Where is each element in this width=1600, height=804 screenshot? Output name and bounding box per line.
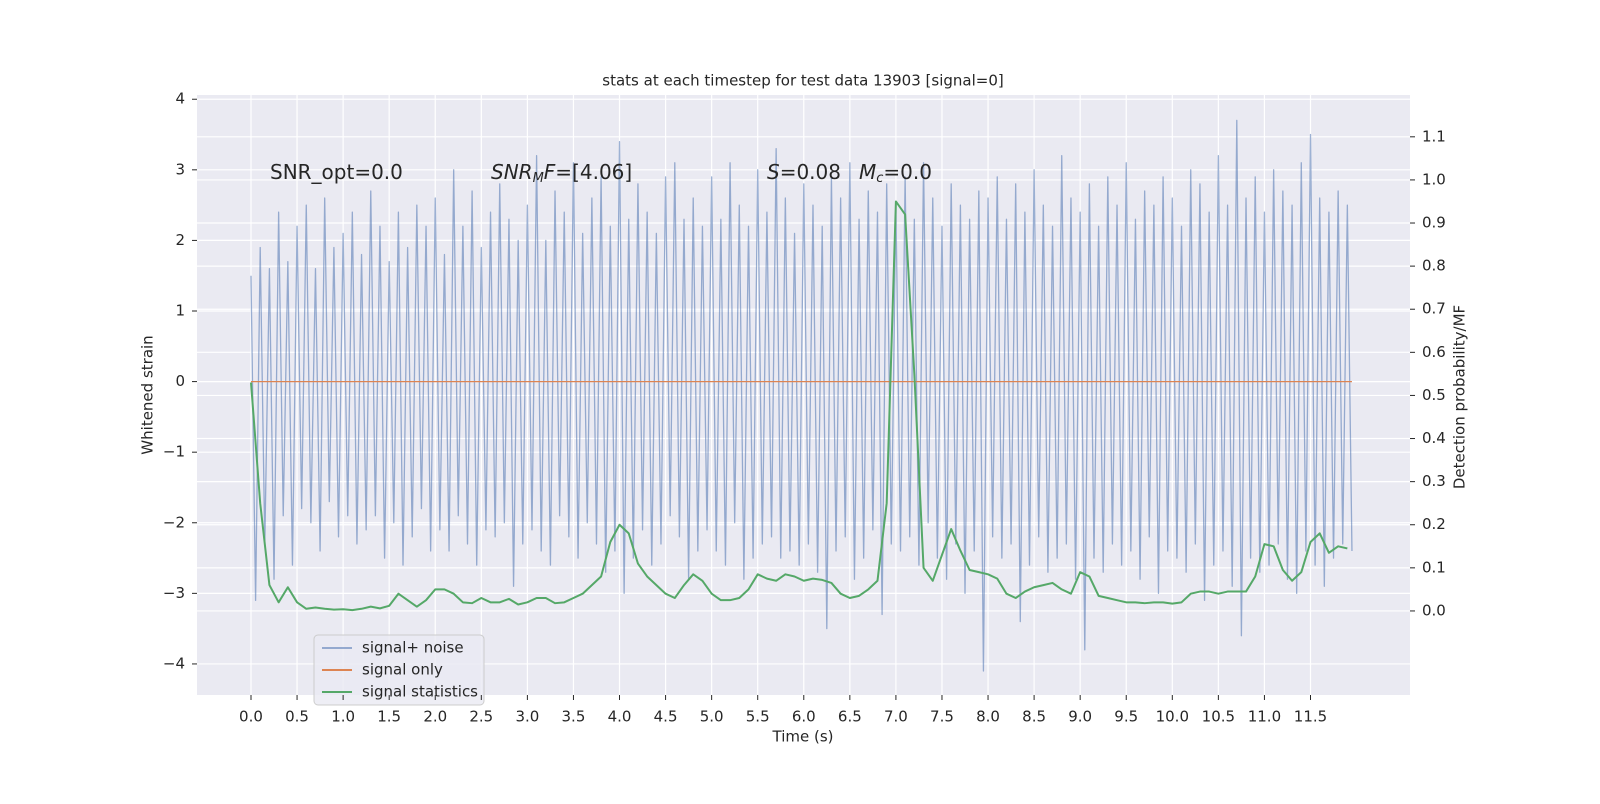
x-tick-label: 0.0: [239, 708, 263, 726]
annotation-part: S: [767, 160, 780, 184]
y2-tick-label: 0.9: [1422, 214, 1446, 232]
x-tick-label: 4.5: [654, 708, 678, 726]
x-tick-label: 9.5: [1114, 708, 1138, 726]
x-tick-label: 9.0: [1068, 708, 1092, 726]
x-tick-label: 6.0: [792, 708, 816, 726]
y2-tick-label: 1.0: [1422, 170, 1446, 188]
annotation: SNR_opt=0.0: [270, 160, 403, 184]
y2-tick-label: 0.8: [1422, 257, 1446, 275]
annotation-part: M: [859, 160, 876, 184]
legend-label: signal+ noise: [362, 639, 464, 657]
x-axis-label: Time (s): [772, 728, 834, 746]
y2-tick-label: 0.0: [1422, 601, 1446, 619]
annotation-part: SNR_opt=0.0: [270, 160, 403, 184]
annotation-part: =0.08: [780, 160, 841, 184]
x-tick-label: 8.0: [976, 708, 1000, 726]
marks: [249, 119, 1353, 672]
annotation-part: =0.0: [883, 160, 932, 184]
x-tick-label: 5.5: [746, 708, 770, 726]
x-tick-label: 7.5: [930, 708, 954, 726]
x-tick-label: 4.0: [608, 708, 632, 726]
x-tick-label: 1.5: [377, 708, 401, 726]
y-tick-label: 1: [175, 302, 185, 320]
x-tick-label: 6.5: [838, 708, 862, 726]
annotation-part: F: [544, 160, 556, 184]
y-tick-label: −3: [163, 584, 185, 602]
y-axis-label: Whitened strain: [139, 335, 157, 454]
legend-label: signal only: [362, 661, 443, 679]
annotation-part: M: [533, 171, 544, 186]
y2-tick-label: 0.7: [1422, 300, 1446, 318]
x-tick-label: 7.0: [884, 708, 908, 726]
annotation-part: =[4.06]: [555, 160, 632, 184]
x-tick-label: 8.5: [1022, 708, 1046, 726]
y-tick-label: −4: [163, 654, 185, 672]
x-tick-label: 3.0: [515, 708, 539, 726]
y2-tick-label: 0.3: [1422, 472, 1446, 490]
y-tick-label: 3: [175, 160, 185, 178]
y-tick-label: −2: [163, 513, 185, 531]
annotation-part: SNR: [491, 160, 533, 184]
legend: signal+ noise signal only signal statistic…: [313, 634, 485, 706]
y2-tick-label: 1.1: [1422, 127, 1446, 145]
x-tick-label: 11.0: [1248, 708, 1281, 726]
annotation: S=0.08: [767, 160, 841, 184]
y2-tick-label: 0.4: [1422, 429, 1446, 447]
legend-frame: [313, 634, 485, 706]
x-tick-label: 1.0: [331, 708, 355, 726]
y2-tick-label: 0.2: [1422, 515, 1446, 533]
y-tick-label: 2: [175, 231, 185, 249]
series-line: [249, 200, 1348, 612]
chart-title: stats at each timestep for test data 139…: [602, 72, 1003, 90]
y-tick-label: 0: [175, 372, 185, 390]
y2-axis-label: Detection probability/MF: [1451, 305, 1469, 489]
y-tick-label: −1: [163, 443, 185, 461]
x-tick-label: 2.5: [469, 708, 493, 726]
y2-tick-label: 0.6: [1422, 343, 1446, 361]
x-tick-label: 2.0: [423, 708, 447, 726]
x-tick-label: 3.5: [562, 708, 586, 726]
legend-label: signal statistics: [362, 683, 478, 701]
annotation: SNRMF=[4.06]: [491, 160, 632, 186]
x-tick-label: 0.5: [285, 708, 309, 726]
x-tick-label: 5.0: [700, 708, 724, 726]
annotation-part: c: [876, 171, 883, 186]
y2-tick-label: 0.5: [1422, 386, 1446, 404]
x-tick-label: 10.5: [1202, 708, 1235, 726]
annotation: Mc=0.0: [859, 160, 932, 186]
y-tick-label: 4: [175, 90, 185, 108]
x-tick-label: 10.0: [1156, 708, 1189, 726]
series-line: [250, 119, 1353, 672]
y2-tick-label: 0.1: [1422, 558, 1446, 576]
x-tick-label: 11.5: [1294, 708, 1327, 726]
